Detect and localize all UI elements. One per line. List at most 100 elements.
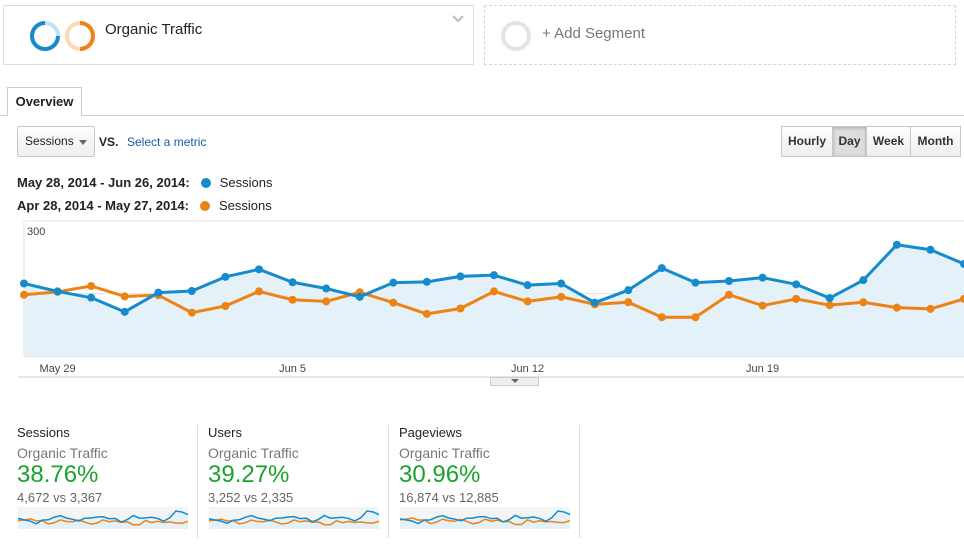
previous-series-point [255,287,263,296]
legend-previous-dot [200,200,210,211]
scorecard-change: 39.27% [208,461,290,488]
segment-ring-icon [30,21,60,51]
current-series-point [758,273,767,282]
sparkline-current [209,510,379,525]
legend-current-range: May 28, 2014 - Jun 26, 2014: [17,175,190,190]
metric-select-value: Sessions [25,134,74,148]
legend-previous-metric: Sessions [219,198,272,213]
sparkline [400,507,570,529]
period-day-button[interactable]: Day [832,126,867,157]
x-tick-label: Jun 19 [746,363,779,375]
previous-series-point [557,292,566,301]
y-tick-label: 300 [27,226,45,238]
x-tick-label: Jun 5 [279,363,306,375]
current-series-point [825,294,834,303]
segment-title: Organic Traffic [105,21,203,38]
previous-series-point [960,294,964,303]
current-series-point [20,279,28,288]
current-series-area [24,244,964,356]
current-series-point [221,272,230,281]
legend-current-dot [200,177,211,188]
add-segment-label: + Add Segment [542,25,645,42]
empty-segment-ring-icon [501,21,531,51]
previous-series-point [490,287,498,296]
scorecard-sessions[interactable]: Sessions Organic Traffic 38.76% 4,672 vs… [17,425,192,538]
previous-series-point [322,297,331,306]
current-series-point [355,292,364,301]
current-series-point [725,277,733,285]
current-series-point [792,280,801,289]
scorecard-metric: Pageviews [399,425,462,440]
metric-select[interactable]: Sessions [17,126,95,157]
chevron-down-icon[interactable] [451,12,465,26]
add-segment-button[interactable]: + Add Segment [484,5,956,65]
previous-series-point [20,290,28,299]
legend-previous: Apr 28, 2014 - May 27, 2014: Sessions [17,198,272,213]
previous-series-point [221,302,230,310]
scorecard-change: 30.96% [399,461,481,488]
previous-series-point [892,303,901,312]
current-series-point [120,307,129,316]
sparkline [209,507,379,529]
scorecard-metric: Users [208,425,242,440]
legend-previous-range: Apr 28, 2014 - May 27, 2014: [17,198,189,213]
x-tick-label: Jun 12 [511,363,544,375]
current-series-point [892,240,901,249]
select-metric-link[interactable]: Select a metric [127,135,207,149]
current-series-point [523,281,532,290]
current-series-point [960,259,964,268]
scorecard-segment: Organic Traffic [208,445,299,461]
period-hourly-button[interactable]: Hourly [781,126,833,157]
scorecard-divider [388,425,389,538]
scorecard-segment: Organic Traffic [17,445,108,461]
previous-series-point [120,292,129,301]
scorecard-users[interactable]: Users Organic Traffic 39.27% 3,252 vs 2,… [208,425,383,538]
previous-series-point [792,294,801,303]
segment-card-organic-traffic[interactable]: Organic Traffic [3,5,474,65]
vs-label: VS. [99,135,119,149]
current-series-point [53,287,62,296]
scorecard-divider [197,425,198,538]
scorecard-comparison: 3,252 vs 2,335 [208,490,294,505]
scorecard-comparison: 16,874 vs 12,885 [399,490,499,505]
current-series-point [422,277,431,286]
tab-overview[interactable]: Overview [7,87,82,116]
previous-series-point [758,301,767,310]
scorecard-pageviews[interactable]: Pageviews Organic Traffic 30.96% 16,874 … [399,425,574,538]
scorecard-divider [579,425,580,538]
previous-series-point [725,290,733,299]
period-month-button[interactable]: Month [910,126,961,157]
previous-series-point [657,313,666,322]
current-series-point [187,287,196,295]
sparkline-previous [209,518,379,526]
sparkline-previous [18,518,188,526]
previous-series-point [624,298,633,307]
sparkline [18,507,188,529]
period-toggle: Hourly Day Week Month [781,126,961,157]
tab-divider [0,115,964,116]
current-series-point [691,278,700,287]
previous-series-point [288,295,297,304]
caret-down-icon [79,140,87,145]
sparkline-previous [400,517,570,526]
current-series-point [859,276,868,285]
segment-ring-icon [65,21,95,51]
previous-series-point [926,304,935,313]
scorecard-metric: Sessions [17,425,70,440]
expand-chart-button[interactable] [490,377,539,386]
legend-current: May 28, 2014 - Jun 26, 2014: Sessions [17,175,272,190]
current-series-point [288,278,297,287]
caret-down-icon [511,379,519,383]
current-series-point [657,264,666,273]
scorecard-change: 38.76% [17,461,99,488]
current-series-point [322,284,331,293]
current-series-point [255,265,263,274]
current-series-point [557,279,566,288]
current-series-point [154,288,163,297]
current-series-point [590,298,599,307]
current-series-point [456,272,465,281]
period-week-button[interactable]: Week [866,126,911,157]
x-tick-label: May 29 [40,363,76,375]
scorecard-comparison: 4,672 vs 3,367 [17,490,103,505]
